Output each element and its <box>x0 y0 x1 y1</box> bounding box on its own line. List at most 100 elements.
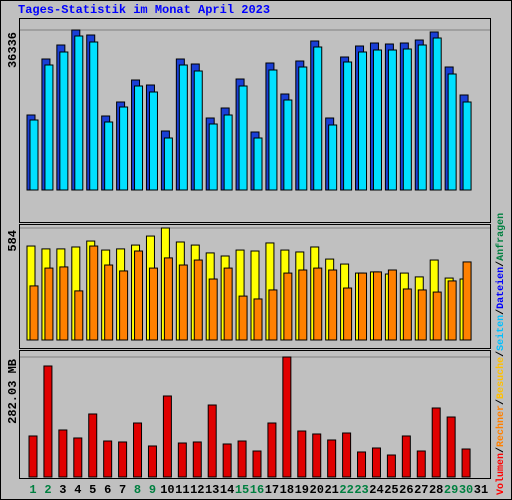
x-tick-label: 25 <box>384 483 398 497</box>
legend-separator: / <box>495 261 507 267</box>
chart-title: Tages-Statistik im Monat April 2023 <box>18 3 270 17</box>
bar <box>133 422 143 478</box>
bar <box>178 264 188 341</box>
x-tick-label: 19 <box>295 483 309 497</box>
bar <box>193 259 203 341</box>
legend-entry: Volumen <box>495 453 507 495</box>
bar <box>358 51 368 191</box>
bar <box>74 35 84 191</box>
bar <box>223 267 233 341</box>
x-tick-label: 15 <box>235 483 249 497</box>
legend-entry: Anfragen <box>495 213 507 261</box>
bar <box>178 64 188 191</box>
bar <box>208 123 218 191</box>
bar <box>402 288 412 341</box>
legend: Volumen/Rechner/Besuche/Seiten/Dateien/A… <box>495 213 507 495</box>
bar <box>313 267 323 341</box>
x-tick-label: 6 <box>104 483 111 497</box>
bar <box>313 46 323 191</box>
x-tick-label: 27 <box>414 483 428 497</box>
y-tick-label: 584 <box>6 230 20 252</box>
x-tick-label: 20 <box>310 483 324 497</box>
legend-separator: / <box>495 399 507 405</box>
bar <box>44 267 54 341</box>
bar <box>432 37 442 191</box>
bar <box>134 85 144 191</box>
y-tick-label: 36336 <box>6 32 20 68</box>
x-tick-label: 13 <box>205 483 219 497</box>
bar <box>119 106 129 191</box>
legend-separator: / <box>495 309 507 315</box>
x-tick-label: 16 <box>250 483 264 497</box>
bar <box>267 422 277 478</box>
bar <box>148 91 158 191</box>
bar <box>118 441 128 478</box>
x-tick-label: 2 <box>44 483 51 497</box>
bar <box>298 66 308 191</box>
legend-separator: / <box>495 447 507 453</box>
bar <box>73 437 83 478</box>
bar <box>446 416 456 478</box>
x-tick-label: 1 <box>29 483 36 497</box>
bar <box>312 433 322 478</box>
x-tick-label: 24 <box>369 483 383 497</box>
bar <box>462 101 472 191</box>
x-tick-label: 28 <box>429 483 443 497</box>
bar <box>297 430 307 478</box>
y-tick-label: 282.03 MB <box>6 359 20 424</box>
bar <box>147 445 157 478</box>
bar <box>417 289 427 341</box>
x-tick-label: 11 <box>175 483 189 497</box>
bar <box>238 295 248 341</box>
bar <box>386 454 396 478</box>
bar <box>134 250 144 341</box>
bar <box>44 64 54 191</box>
x-tick-label: 30 <box>459 483 473 497</box>
bar <box>372 271 382 341</box>
x-tick-label: 8 <box>134 483 141 497</box>
x-tick-label: 18 <box>280 483 294 497</box>
x-tick-label: 26 <box>399 483 413 497</box>
x-tick-label: 17 <box>265 483 279 497</box>
bar <box>431 407 441 478</box>
bar <box>88 413 98 478</box>
bar <box>372 49 382 191</box>
bar <box>163 137 173 191</box>
bar <box>222 443 232 478</box>
bar <box>103 440 113 478</box>
x-tick-label: 4 <box>74 483 81 497</box>
bar <box>252 450 262 478</box>
bar <box>432 291 442 341</box>
x-tick-label: 23 <box>354 483 368 497</box>
x-tick-label: 9 <box>149 483 156 497</box>
x-tick-label: 31 <box>474 483 488 497</box>
bar <box>416 450 426 478</box>
bar <box>193 70 203 191</box>
bar <box>29 119 39 191</box>
legend-entry: Seiten <box>495 315 507 351</box>
bar <box>192 441 202 478</box>
bar <box>371 447 381 478</box>
bar <box>387 269 397 341</box>
bar <box>328 124 338 191</box>
bar <box>59 266 69 341</box>
bar <box>104 264 114 341</box>
bar <box>253 298 263 341</box>
bar <box>283 99 293 191</box>
bar <box>298 269 308 341</box>
bar <box>447 280 457 341</box>
bar <box>208 278 218 341</box>
bar <box>104 121 114 191</box>
x-tick-label: 29 <box>444 483 458 497</box>
bar <box>342 432 352 478</box>
x-tick-label: 7 <box>119 483 126 497</box>
legend-entry: Dateien <box>495 267 507 309</box>
bar <box>268 289 278 341</box>
x-tick-label: 10 <box>160 483 174 497</box>
x-tick-label: 22 <box>339 483 353 497</box>
bar <box>328 269 338 341</box>
bar <box>59 51 69 191</box>
bar <box>238 85 248 191</box>
legend-entry: Rechner <box>495 405 507 447</box>
x-tick-label: 12 <box>190 483 204 497</box>
